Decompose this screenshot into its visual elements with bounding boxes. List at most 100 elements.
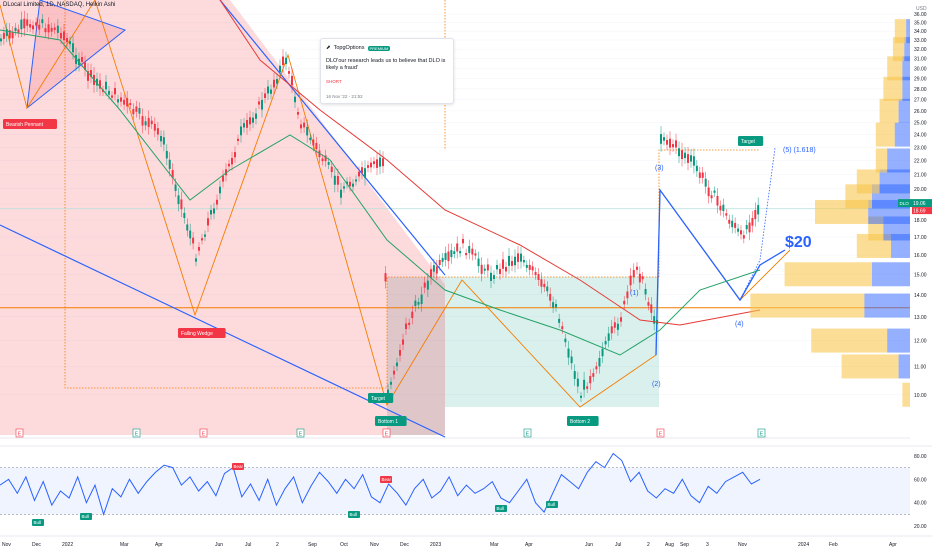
rsi-tick-label: 40.00 xyxy=(914,501,927,507)
candle-body xyxy=(35,22,38,26)
candle-body xyxy=(540,279,543,287)
vp-bar-down xyxy=(879,98,899,123)
vp-bar-up xyxy=(904,37,910,62)
candle-body xyxy=(453,251,456,255)
candle-body xyxy=(561,326,564,330)
y-tick-label: 15.00 xyxy=(914,272,927,278)
candle-body xyxy=(734,222,737,228)
candle-body xyxy=(399,350,401,356)
candle-body xyxy=(514,256,516,266)
candle-body xyxy=(156,128,159,135)
x-tick-label: Jul xyxy=(615,542,621,548)
candle-body xyxy=(684,152,686,159)
candle-body xyxy=(751,217,754,226)
candle-body xyxy=(53,27,56,30)
candle-body xyxy=(414,300,417,307)
y-tick-label: 12.00 xyxy=(914,339,927,345)
y-tick-label: 33.00 xyxy=(914,38,927,44)
candle-body xyxy=(396,362,398,367)
rsi-line xyxy=(0,452,761,517)
x-tick-label: Apr xyxy=(525,542,533,548)
candle-body xyxy=(231,157,233,165)
earnings-marker xyxy=(757,428,766,438)
candle-body xyxy=(636,266,638,270)
candle-body xyxy=(678,148,680,157)
vp-bar-down xyxy=(856,169,880,194)
candle-body xyxy=(728,219,731,224)
candle-body xyxy=(444,252,447,260)
candle-body xyxy=(346,181,348,185)
y-tick-label: 11.00 xyxy=(914,364,926,370)
candle-body xyxy=(496,265,498,270)
candle-body xyxy=(306,126,309,136)
vp-bar-up xyxy=(902,56,910,81)
candle-body xyxy=(742,235,745,239)
candle-body xyxy=(222,175,224,182)
candle-body xyxy=(474,253,477,256)
candle-body xyxy=(358,171,360,177)
author-icon: ⬈ xyxy=(326,45,331,51)
candle-body xyxy=(141,116,144,126)
candle-body xyxy=(2,32,5,39)
vp-bar-up xyxy=(898,98,910,123)
candle-body xyxy=(177,195,180,205)
candle-body xyxy=(192,237,195,244)
candle-body xyxy=(546,286,549,292)
rsi-tick-label: 20.00 xyxy=(914,524,927,530)
candle-body xyxy=(623,300,626,305)
bullish-zone xyxy=(445,277,659,407)
candle-body xyxy=(468,246,471,253)
candle-body xyxy=(352,183,354,187)
candle-body xyxy=(294,96,296,103)
candle-body xyxy=(598,358,601,367)
candle-body xyxy=(267,86,269,94)
y-tick-label: 23.00 xyxy=(914,145,927,151)
candle-body xyxy=(69,41,71,45)
price-target-label: $20 xyxy=(785,234,812,251)
candle-body xyxy=(411,311,414,319)
candle-body xyxy=(517,253,519,262)
candle-body xyxy=(490,272,492,281)
candle-body xyxy=(160,135,162,142)
x-tick-label: Jun xyxy=(215,542,223,548)
candle-body xyxy=(195,258,197,262)
candle-body xyxy=(237,138,239,142)
candle-body xyxy=(285,57,287,65)
candle-body xyxy=(426,280,429,290)
candle-body xyxy=(20,19,23,30)
candle-body xyxy=(405,323,407,330)
x-tick-label: Nov xyxy=(2,542,11,548)
idea-card[interactable]: ⬈ TopgOptions PREMIUM DLO'our research l… xyxy=(320,38,454,104)
candle-body xyxy=(297,111,299,115)
candle-body xyxy=(315,142,318,150)
candle-body xyxy=(629,275,632,286)
label-target-high-box xyxy=(738,136,764,146)
y-tick-label: 22.00 xyxy=(914,158,927,164)
candle-body xyxy=(180,199,183,210)
vp-bar-up xyxy=(872,262,910,287)
candle-body xyxy=(384,273,387,282)
volume-profile xyxy=(750,19,910,407)
candle-body xyxy=(626,291,629,299)
candle-body xyxy=(382,158,384,167)
candle-body xyxy=(456,243,459,252)
vp-bar-down xyxy=(883,76,903,101)
vp-bar-down xyxy=(841,354,899,379)
candle-body xyxy=(228,163,230,167)
candle-body xyxy=(204,234,206,237)
vp-bar-up xyxy=(864,293,910,318)
candle-body xyxy=(607,333,610,341)
candle-body xyxy=(695,165,698,172)
candle-body xyxy=(499,268,501,275)
candle-body xyxy=(525,264,528,268)
rsi-signal: Bull xyxy=(497,506,505,511)
candle-body xyxy=(698,172,701,178)
label-falling-wedge: Falling Wedge xyxy=(181,331,213,337)
candle-body xyxy=(303,122,306,128)
candle-body xyxy=(754,210,757,220)
candle-body xyxy=(276,78,278,84)
idea-author[interactable]: TopgOptions xyxy=(333,45,365,51)
candle-body xyxy=(66,38,68,43)
candle-body xyxy=(725,213,728,216)
